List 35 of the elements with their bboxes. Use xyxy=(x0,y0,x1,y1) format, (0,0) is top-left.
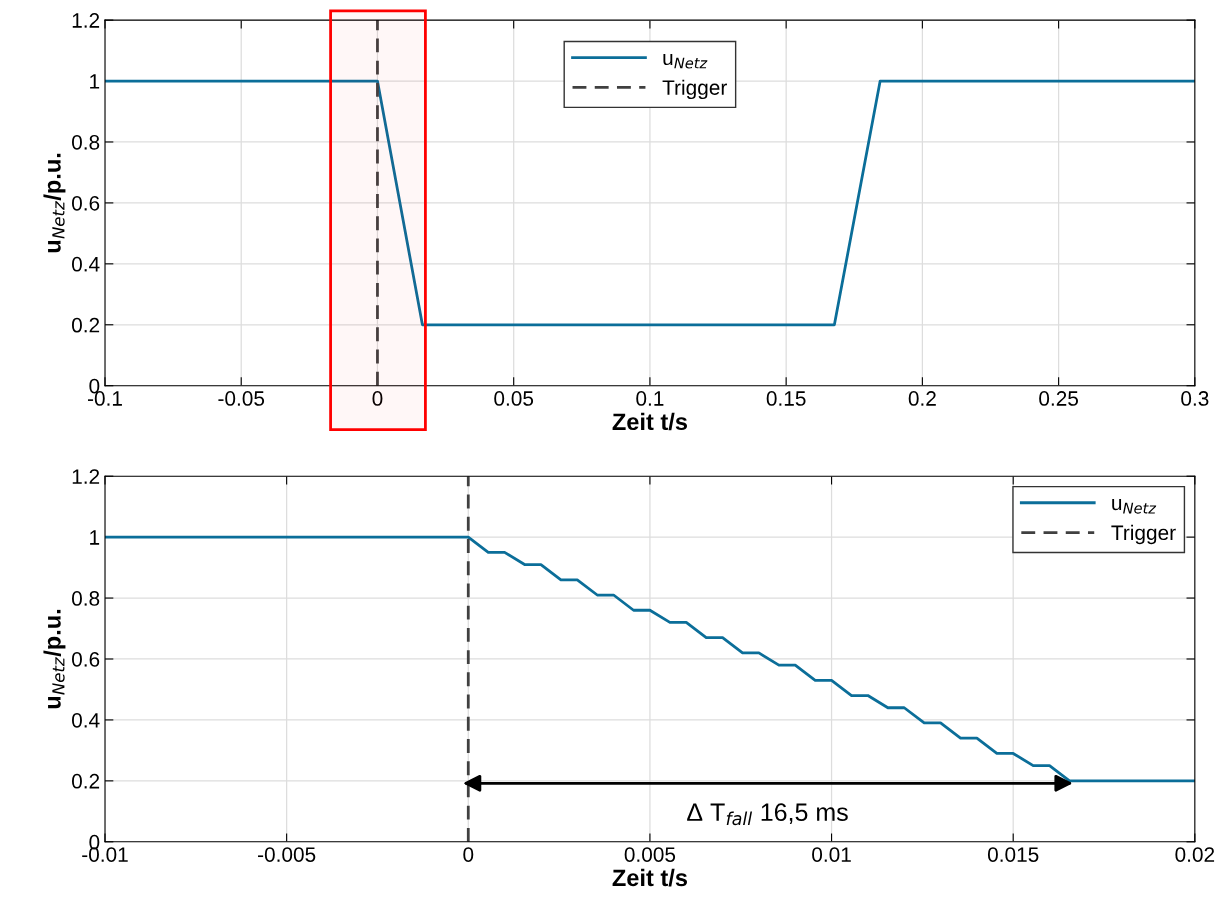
x-tick-label: 0.2 xyxy=(908,391,936,406)
y-tick-label: 1 xyxy=(90,530,100,545)
y-axis-title: u$_{Netz}$/p.u. xyxy=(43,609,66,709)
x-tick-label: 0.15 xyxy=(766,391,806,406)
y-tick-label: 0.2 xyxy=(71,317,100,333)
x-tick-label: -0.05 xyxy=(218,391,265,406)
x-axis-title: Zeit t/s xyxy=(612,868,687,887)
y-tick-label: 0.6 xyxy=(71,652,100,667)
x-axis-title: Zeit t/s xyxy=(612,412,687,431)
x-tick-label: 0.02 xyxy=(1175,847,1215,862)
x-tick-label: 0.3 xyxy=(1181,391,1209,406)
y-axis-title: u$_{Netz}$/p.u. xyxy=(43,153,66,253)
x-tick-label: 0.25 xyxy=(1039,391,1079,406)
y-tick-label: 0.8 xyxy=(71,134,100,150)
annotation: Δ T$_{fall}$ 16,5 ms xyxy=(687,803,848,826)
y-tick-label: 1.2 xyxy=(72,13,100,28)
legend-label: Trigger xyxy=(662,79,727,100)
y-tick-label: 0.6 xyxy=(71,195,100,211)
legend-label: Trigger xyxy=(1111,524,1176,545)
y-tick-label: 0.8 xyxy=(71,591,100,606)
x-tick-label: 0 xyxy=(372,391,383,406)
y-tick-label: 1.2 xyxy=(72,469,100,484)
y-tick-label: 0.2 xyxy=(71,773,100,789)
legend-label: u$_{Netz}$ xyxy=(663,53,708,69)
x-tick-label: 0 xyxy=(463,847,474,862)
x-tick-label: 0.005 xyxy=(624,847,676,862)
y-tick-label: 0.4 xyxy=(71,256,100,272)
x-tick-label: 0.05 xyxy=(494,391,534,406)
y-tick-label: 0.4 xyxy=(71,712,100,728)
legend-label: u$_{Netz}$ xyxy=(1112,499,1157,514)
x-tick-label: 0.1 xyxy=(636,391,664,406)
y-tick-label: 1 xyxy=(90,74,100,89)
x-tick-label: 0.01 xyxy=(812,847,851,862)
x-tick-label: -0.005 xyxy=(258,847,316,862)
x-tick-label: 0.015 xyxy=(987,847,1039,862)
